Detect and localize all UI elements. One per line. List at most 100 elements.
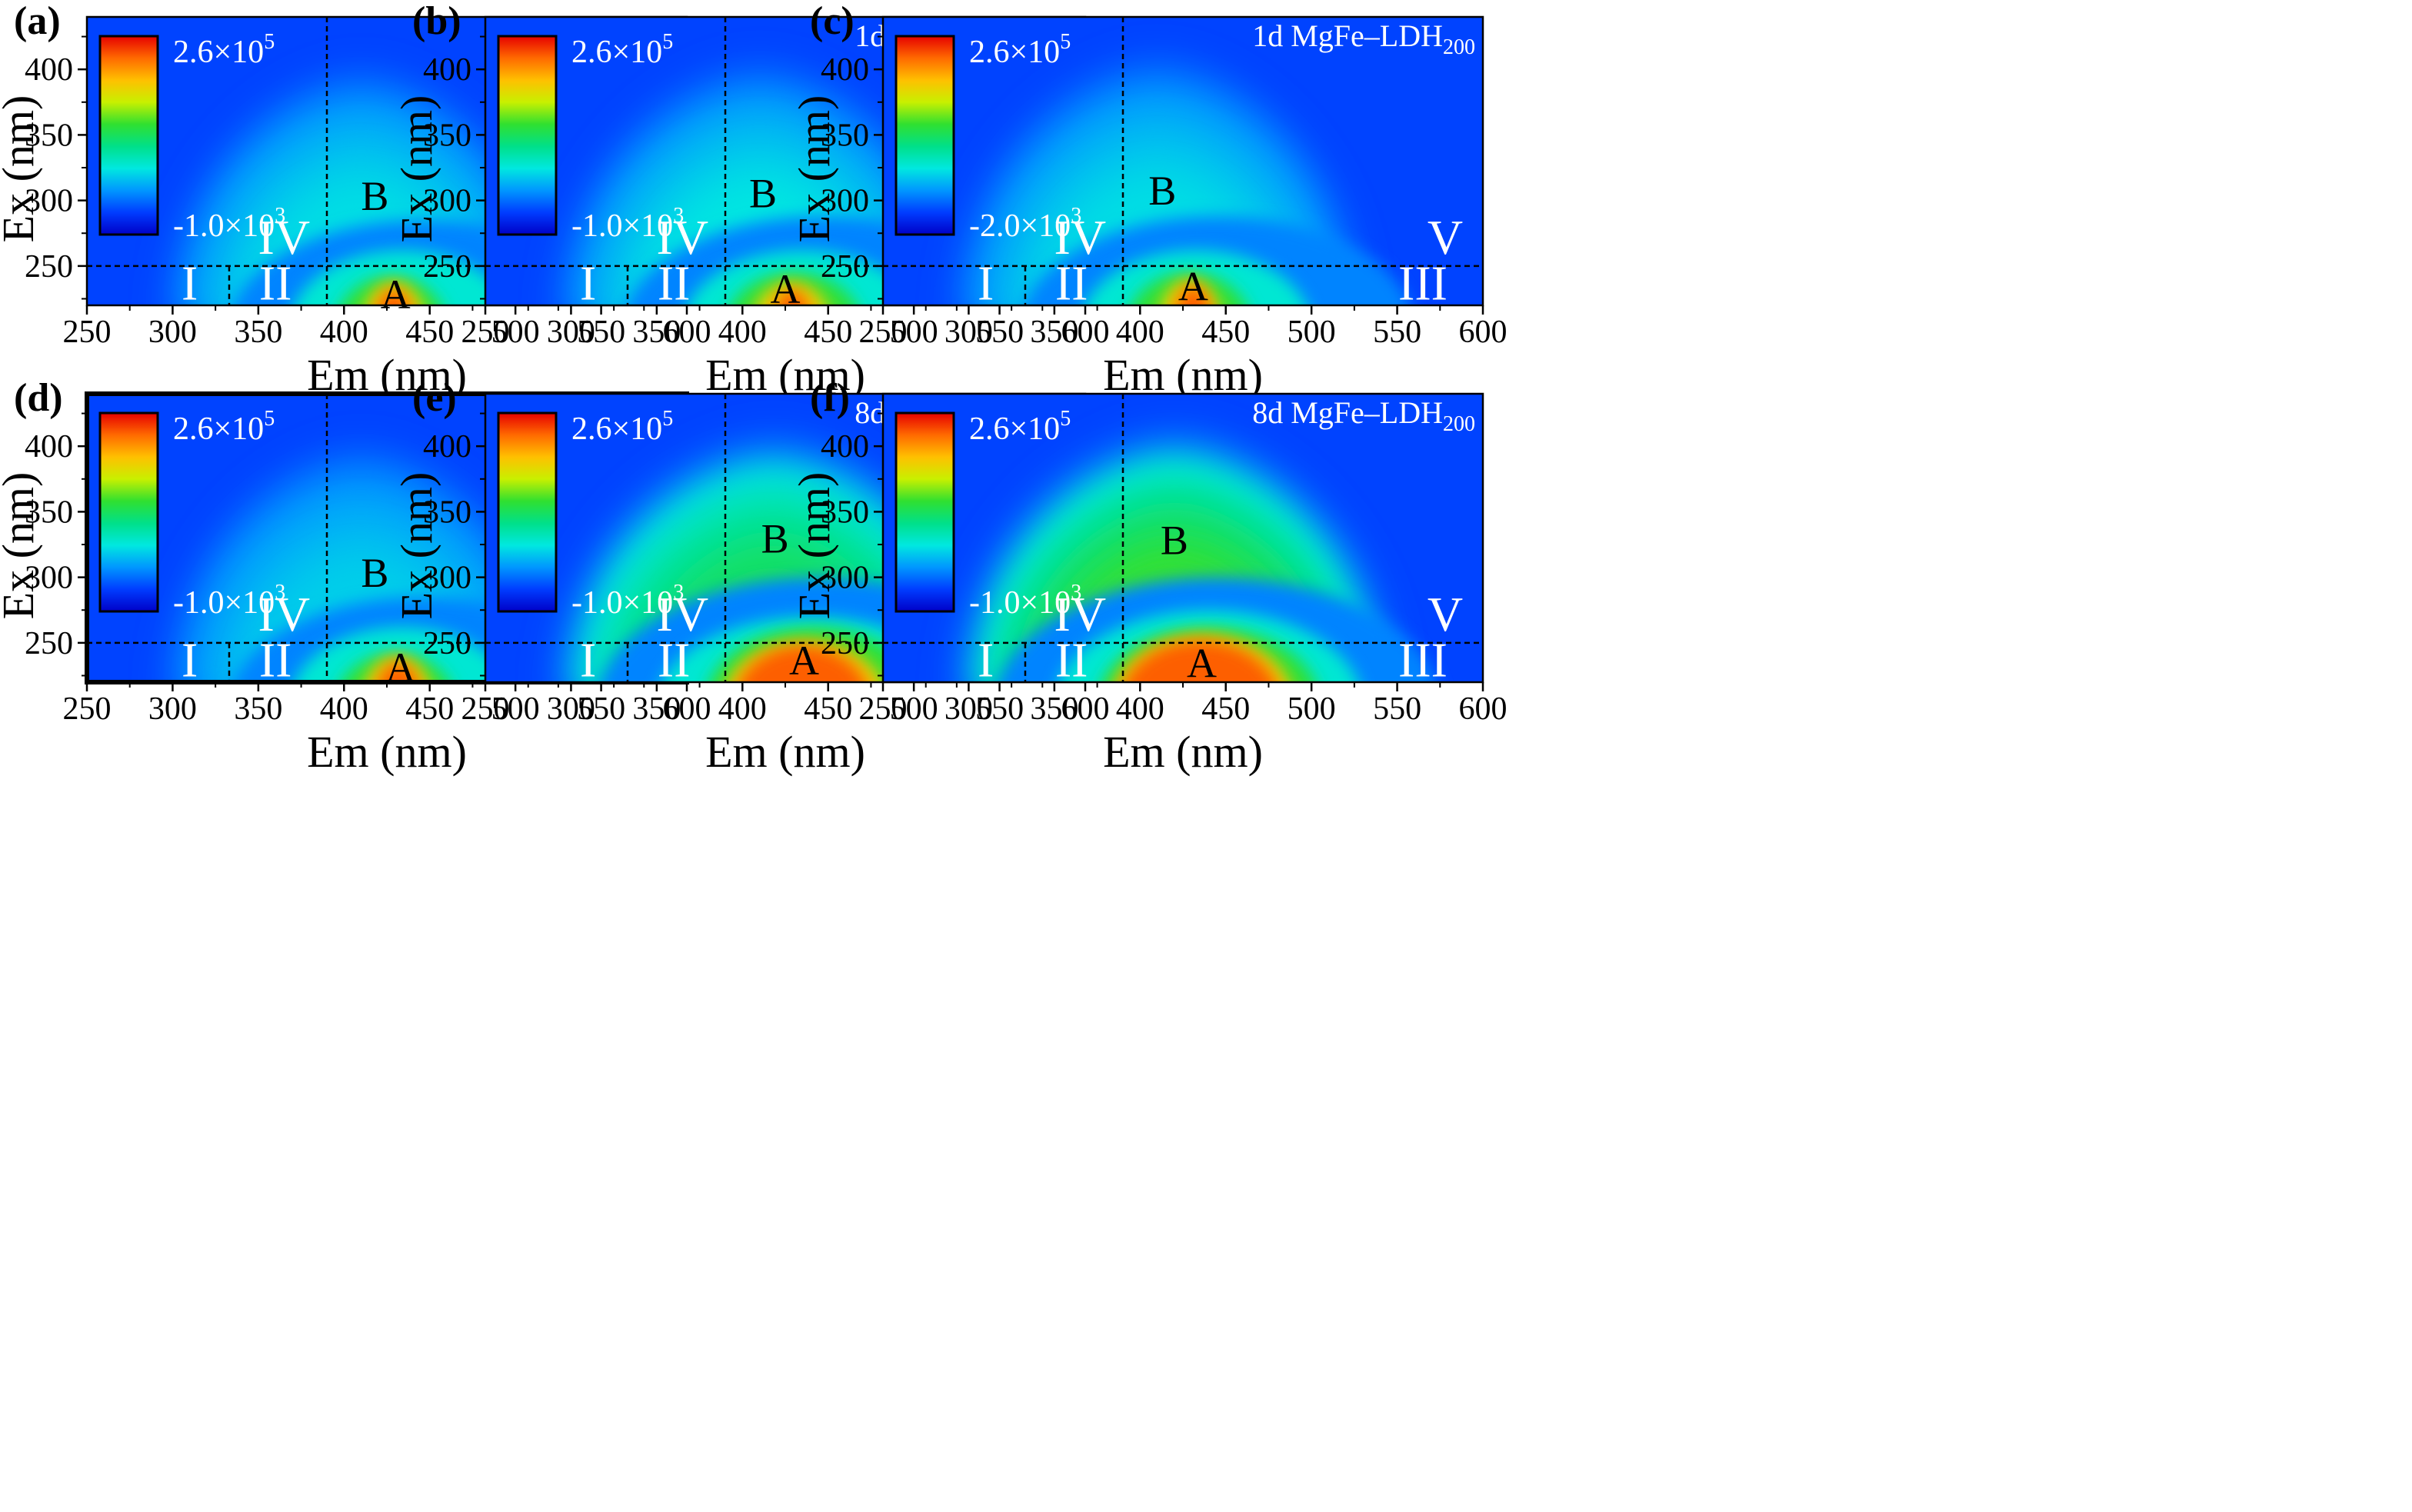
x-tick-label: 250: [461, 315, 510, 350]
region-label-I: I: [978, 633, 994, 688]
x-tick-label: 300: [944, 315, 993, 350]
region-label-III: III: [1398, 256, 1448, 311]
peak-label-A: A: [1187, 641, 1217, 687]
colorbar: [98, 411, 159, 613]
colorbar-min-label: -1.0×103: [571, 581, 684, 621]
region-label-I: I: [182, 256, 198, 311]
peak-label-A: A: [789, 638, 819, 684]
x-tick-label: 600: [1061, 691, 1110, 727]
y-tick-label: 400: [423, 52, 471, 88]
x-tick-label: 500: [1288, 315, 1336, 350]
colorbar: [98, 35, 159, 236]
panel-label: (d): [14, 376, 63, 420]
intensity-level: [739, 645, 866, 682]
x-tick-label: 550: [1373, 691, 1421, 727]
colorbar-max-exponent: 5: [264, 30, 275, 54]
x-tick-label: 550: [577, 691, 625, 727]
x-axis-title: Em (nm): [307, 727, 467, 777]
heatmap-area: [883, 394, 1483, 682]
x-tick-label: 400: [320, 315, 368, 350]
x-tick-label: 450: [405, 315, 454, 350]
peak-label-B: B: [1148, 168, 1176, 214]
x-axis-title: Em (nm): [1103, 727, 1263, 777]
y-axis-title: Ex (nm): [789, 95, 839, 243]
x-tick-label: 400: [1116, 691, 1164, 727]
x-tick-label: 350: [1030, 315, 1078, 350]
colorbar-min-exponent: 3: [275, 204, 285, 228]
x-tick-label: 450: [1201, 315, 1250, 350]
x-tick-label: 500: [491, 691, 540, 727]
x-tick-label: 450: [1201, 691, 1250, 727]
region-label-III: III: [1398, 633, 1448, 688]
region-label-IV: IV: [258, 587, 311, 641]
colorbar-min-label: -1.0×103: [173, 204, 285, 244]
colorbar-max-exponent: 5: [264, 407, 275, 431]
region-label-II: II: [658, 256, 691, 311]
y-tick-label: 350: [821, 495, 869, 530]
x-axis-title: Em (nm): [1103, 350, 1263, 400]
colorbar-min-exponent: 3: [673, 204, 684, 228]
region-label-IV: IV: [1054, 587, 1107, 641]
region-label-IV: IV: [1054, 210, 1107, 265]
x-tick-label: 500: [890, 315, 938, 350]
region-label-II: II: [1055, 633, 1088, 688]
y-tick-label: 400: [423, 429, 471, 465]
colorbar-max-exponent: 5: [1060, 407, 1071, 431]
x-tick-label: 450: [405, 691, 454, 727]
y-tick-label: 300: [25, 184, 73, 219]
panel-label: (e): [412, 376, 457, 420]
y-tick-label: 350: [423, 118, 471, 153]
region-label-V: V: [1428, 210, 1463, 265]
region-label-II: II: [259, 633, 292, 688]
peak-label-B: B: [361, 550, 388, 596]
region-label-IV: IV: [657, 587, 709, 641]
region-label-I: I: [978, 256, 994, 311]
panel-title: 8d MgFe–LDH200: [1252, 395, 1475, 436]
region-label-V: V: [1428, 587, 1463, 641]
x-tick-label: 250: [859, 315, 908, 350]
colorbar-min-exponent: 3: [1071, 581, 1081, 604]
x-tick-label: 350: [234, 315, 282, 350]
y-tick-label: 350: [821, 118, 869, 153]
colorbar-min-label: -1.0×103: [173, 581, 285, 621]
y-axis-title: Ex (nm): [0, 472, 43, 620]
y-tick-label: 350: [423, 495, 471, 530]
x-tick-label: 250: [63, 315, 112, 350]
panel-label: (c): [810, 0, 855, 43]
x-tick-label: 300: [944, 691, 993, 727]
panel-label: (b): [412, 0, 461, 43]
colorbar: [497, 411, 558, 613]
peak-label-A: A: [1178, 264, 1208, 310]
colorbar-max-label: 2.6×105: [969, 30, 1071, 70]
x-tick-label: 400: [1116, 315, 1164, 350]
x-tick-label: 350: [234, 691, 282, 727]
colorbar: [895, 35, 955, 236]
y-tick-label: 250: [423, 626, 471, 661]
intensity-level: [378, 662, 418, 682]
colorbar: [895, 411, 955, 613]
x-tick-label: 300: [547, 691, 595, 727]
peak-label-B: B: [761, 516, 789, 562]
y-tick-label: 400: [25, 52, 73, 88]
x-tick-label: 450: [804, 691, 852, 727]
panel-label: (f): [810, 376, 850, 420]
x-tick-label: 450: [804, 315, 852, 350]
region-label-II: II: [1055, 256, 1088, 311]
colorbar-min-exponent: 3: [673, 581, 684, 604]
region-label-II: II: [658, 633, 691, 688]
y-tick-label: 250: [25, 249, 73, 285]
y-tick-label: 300: [25, 561, 73, 596]
y-tick-label: 300: [423, 184, 471, 219]
x-tick-label: 600: [663, 315, 711, 350]
peak-label-A: A: [381, 271, 411, 318]
colorbar-max-label: 2.6×105: [571, 407, 673, 447]
region-label-I: I: [580, 256, 596, 311]
y-tick-label: 300: [821, 561, 869, 596]
region-label-I: I: [580, 633, 596, 688]
colorbar-max-exponent: 5: [662, 407, 673, 431]
y-tick-label: 400: [821, 429, 869, 465]
y-tick-label: 250: [821, 626, 869, 661]
